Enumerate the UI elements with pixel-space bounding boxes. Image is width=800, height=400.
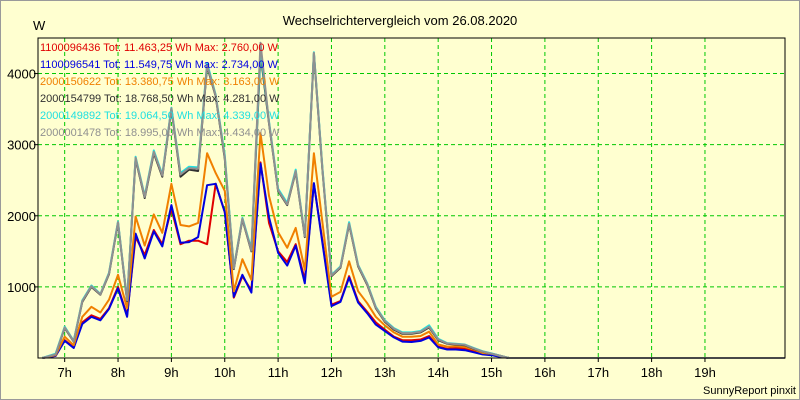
x-tick-label-9: 16h [534, 365, 556, 380]
x-tick-labels: 7h 8h 9h 10h 11h 12h 13h 14h 15h 16h 17h 18h 19h [57, 365, 715, 380]
x-tick-label-10: 17h [587, 365, 609, 380]
x-tick-label-5: 12h [321, 365, 343, 380]
y-tick-label-1: 2000 [7, 209, 36, 224]
footer-credit: SunnyReport pinxit [703, 385, 796, 397]
y-axis-unit-label: W [33, 18, 46, 33]
series-line-1100096436 [42, 161, 785, 359]
x-tick-label-7: 14h [427, 365, 449, 380]
legend-entry-1100096541: 1100096541 Tot: 11.549,75 Wh Max: 2.734,… [40, 59, 279, 71]
x-tick-label-11: 18h [641, 365, 663, 380]
chart-title: Wechselrichtervergleich vom 26.08.2020 [283, 13, 518, 28]
axes [34, 37, 786, 362]
y-tick-labels: 1000 2000 3000 4000 [7, 67, 36, 295]
x-tick-label-6: 13h [374, 365, 396, 380]
series-line-2000001478 [42, 41, 785, 359]
x-tick-label-1: 8h [111, 365, 125, 380]
series-line-2000150622 [42, 132, 785, 359]
legend-entry-2000150622: 2000150622 Tot: 13.380,75 Wh Max: 3.163,… [40, 76, 280, 88]
x-tick-label-4: 11h [268, 365, 289, 380]
y-tick-label-3: 4000 [7, 67, 36, 82]
legend: 1100096436 Tot: 11.463,25 Wh Max: 2.760,… [40, 42, 280, 139]
x-tick-label-12: 19h [694, 365, 716, 380]
x-tick-label-2: 9h [164, 365, 178, 380]
series-lines [41, 41, 785, 359]
legend-entry-2000001478: 2000001478 Tot: 18.995,00 Wh Max: 4.434,… [40, 127, 280, 139]
plot-area-border [37, 37, 786, 359]
legend-entry-1100096436: 1100096436 Tot: 11.463,25 Wh Max: 2.760,… [40, 42, 279, 54]
x-tick-label-0: 7h [57, 365, 71, 380]
x-tick-label-3: 10h [214, 365, 236, 380]
y-tick-label-0: 1000 [7, 280, 36, 295]
series-line-1100096541 [42, 162, 785, 359]
legend-entry-2000149892: 2000149892 Tot: 19.064,50 Wh Max: 4.339,… [40, 110, 280, 122]
x-tick-label-8: 15h [481, 365, 503, 380]
legend-entry-2000154799: 2000154799 Tot: 18.768,50 Wh Max: 4.281,… [40, 93, 280, 105]
y-tick-label-2: 3000 [7, 138, 36, 153]
